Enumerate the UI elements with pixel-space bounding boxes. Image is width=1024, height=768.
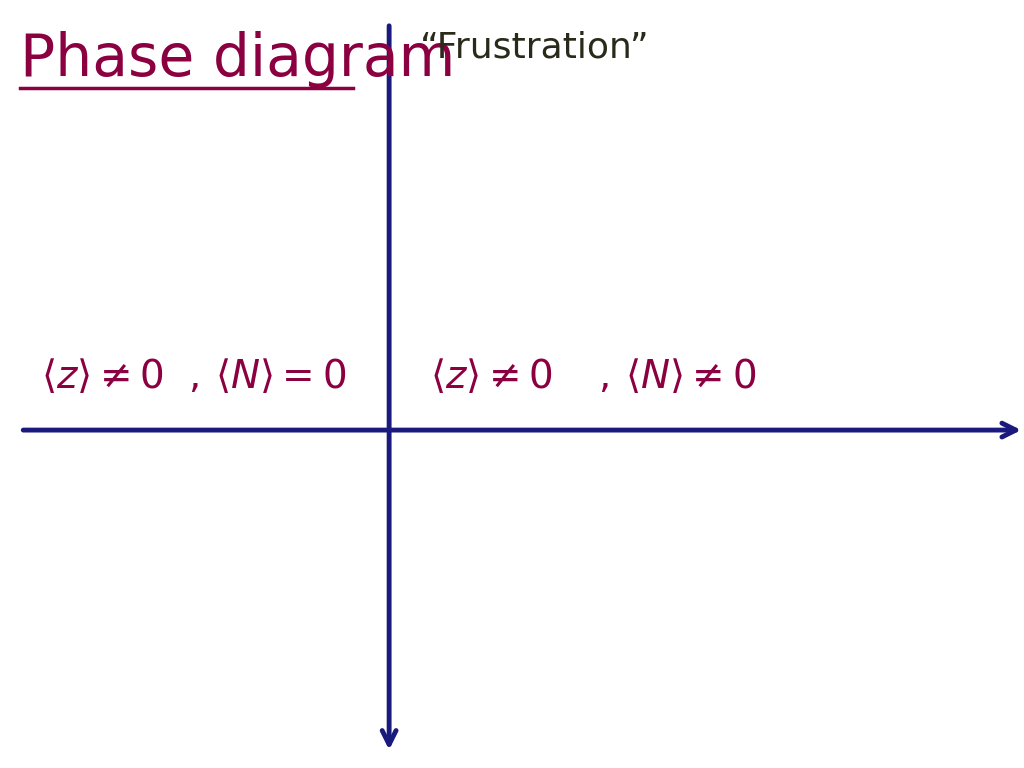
Text: $\langle N \rangle \neq 0$: $\langle N \rangle \neq 0$ (625, 357, 756, 396)
Text: “Frustration”: “Frustration” (420, 31, 649, 65)
Text: $\langle z \rangle \neq 0$: $\langle z \rangle \neq 0$ (41, 357, 164, 396)
Text: ,: , (598, 357, 610, 396)
Text: $\langle z \rangle \neq 0$: $\langle z \rangle \neq 0$ (430, 357, 553, 396)
Text: Phase diagram: Phase diagram (20, 31, 456, 88)
Text: ,: , (188, 357, 201, 396)
Text: $\langle N \rangle = 0$: $\langle N \rangle = 0$ (215, 357, 346, 396)
